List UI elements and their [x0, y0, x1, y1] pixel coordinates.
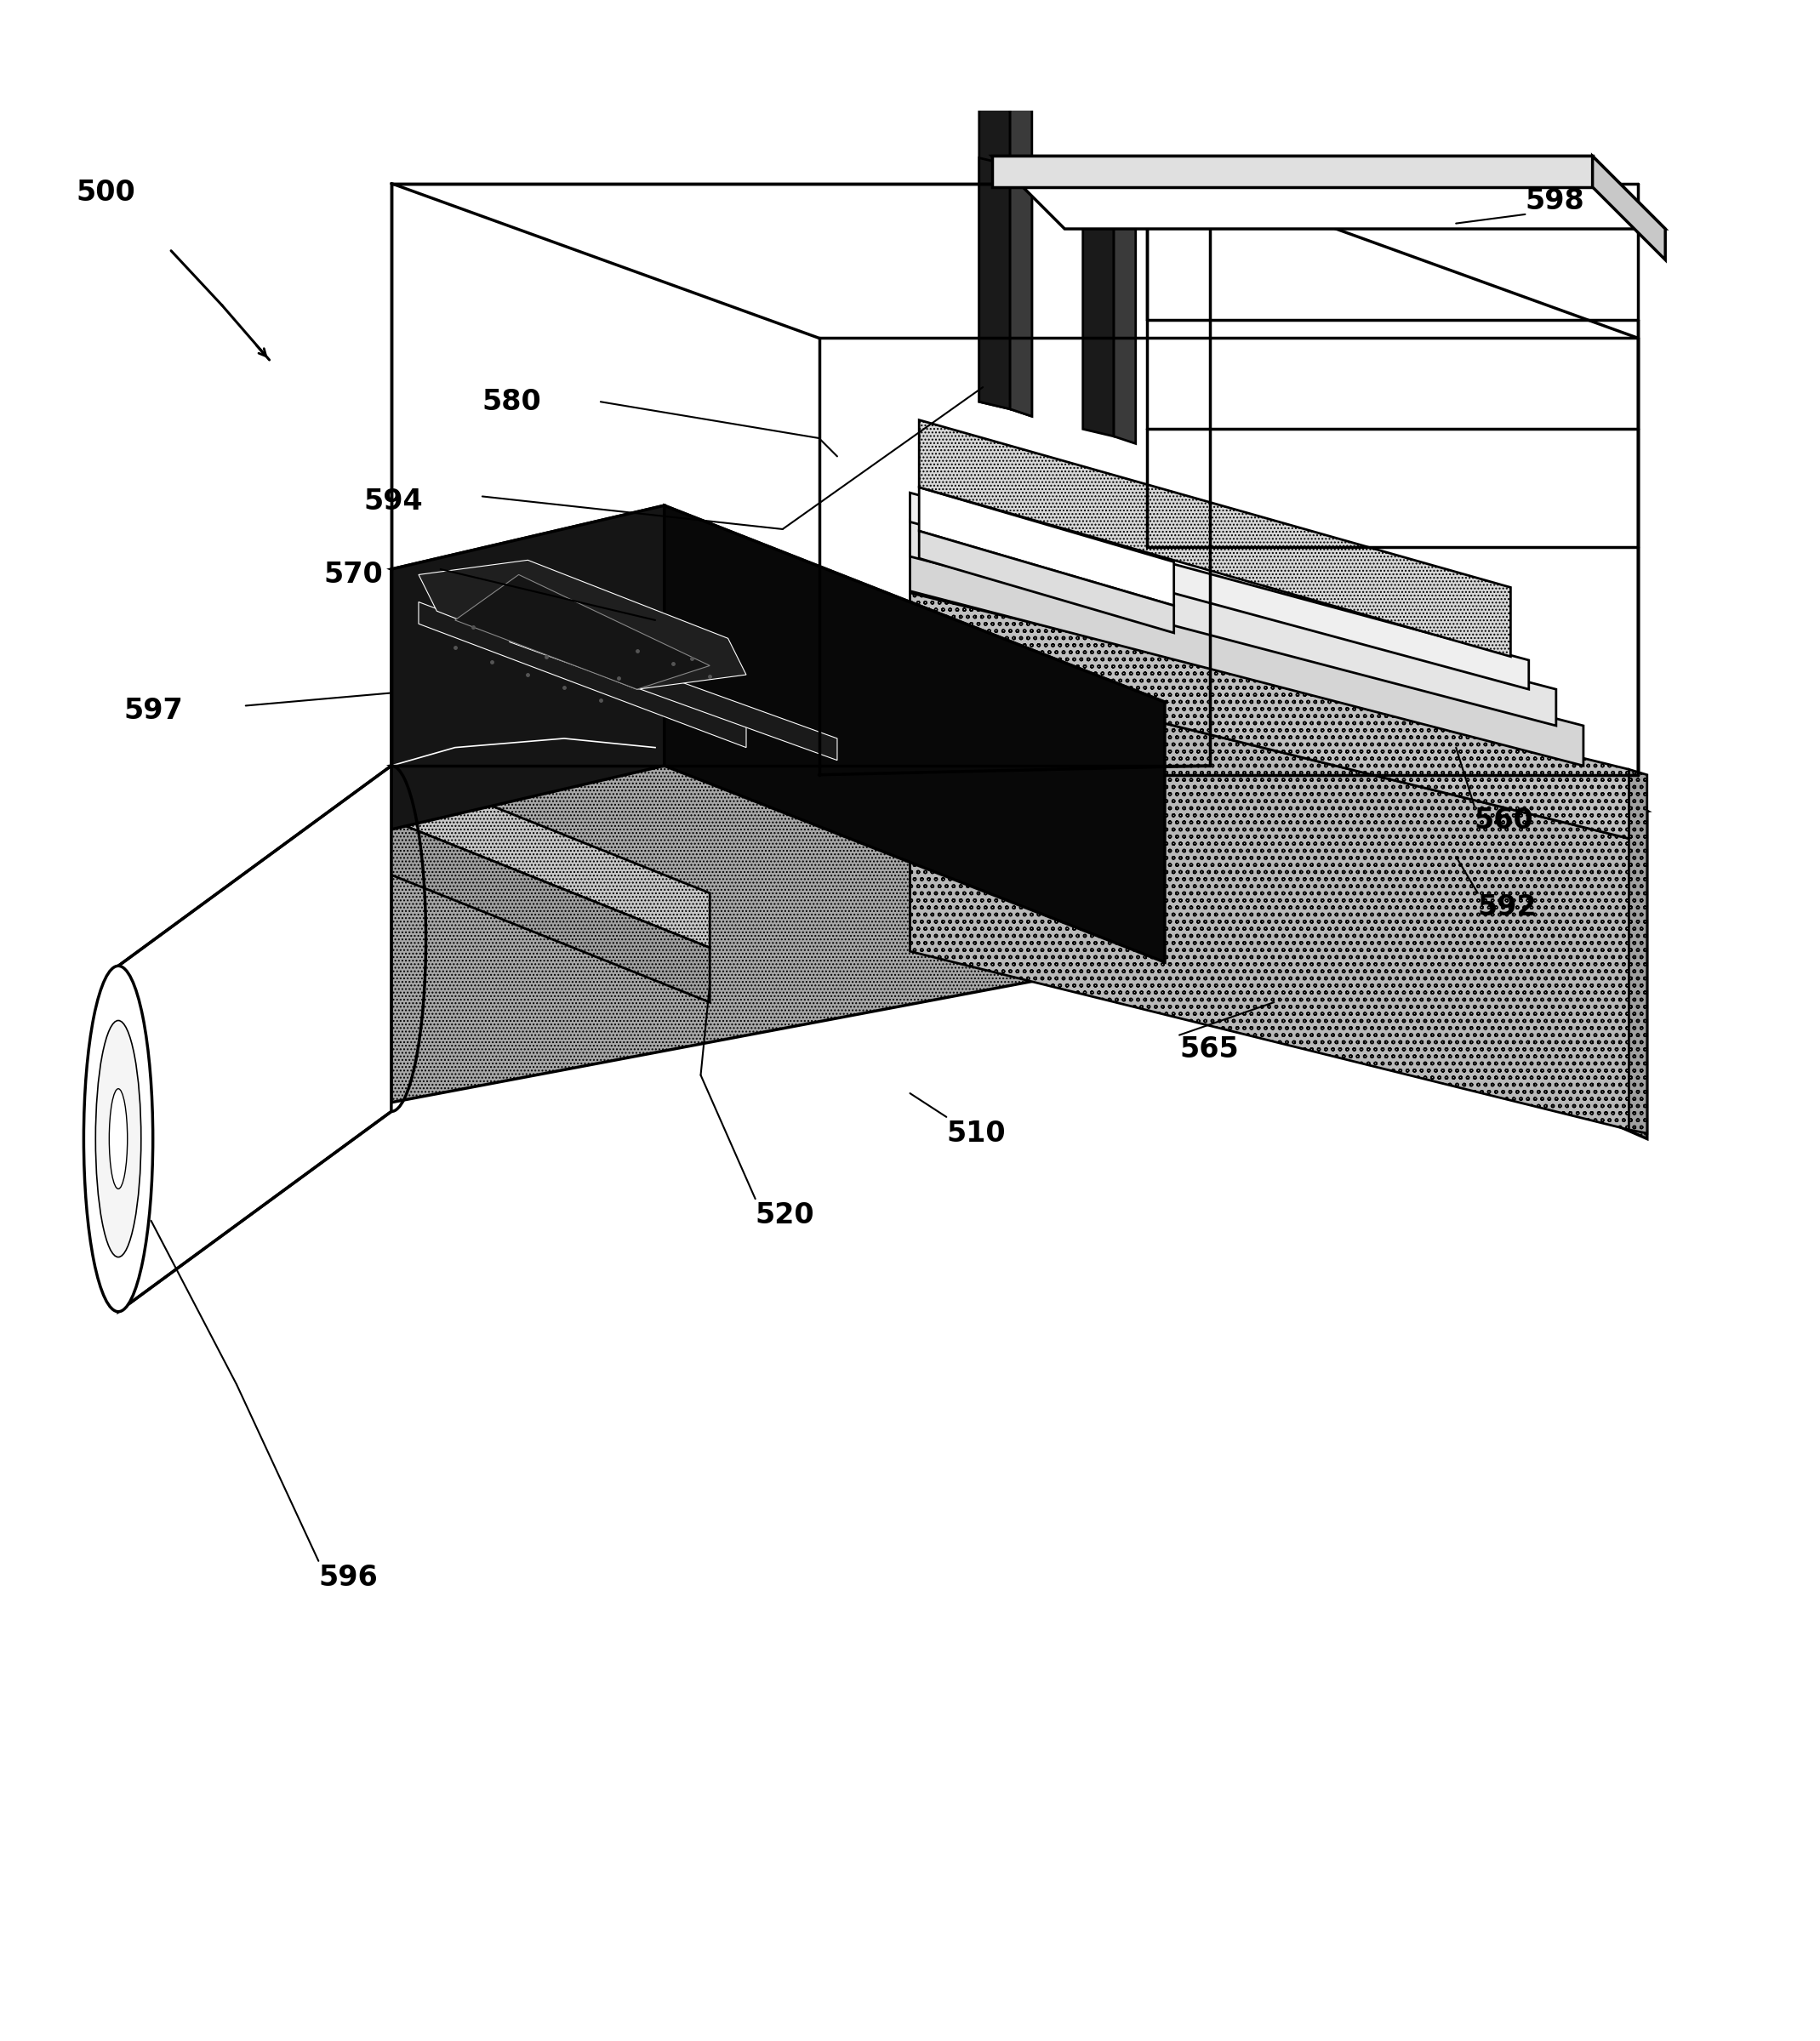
Text: 580: 580: [482, 388, 542, 416]
Polygon shape: [391, 620, 1647, 957]
Polygon shape: [919, 531, 1174, 633]
Polygon shape: [510, 620, 837, 759]
Polygon shape: [910, 592, 1629, 839]
Text: 592: 592: [1478, 894, 1538, 923]
Text: 594: 594: [364, 488, 424, 516]
Text: 570: 570: [324, 561, 384, 588]
Ellipse shape: [95, 1020, 142, 1257]
Polygon shape: [910, 492, 1529, 690]
Text: 598: 598: [1525, 188, 1585, 216]
Polygon shape: [1114, 190, 1136, 443]
Text: 597: 597: [124, 698, 184, 725]
Polygon shape: [419, 602, 746, 747]
Polygon shape: [910, 551, 1583, 765]
Polygon shape: [992, 155, 1592, 188]
Polygon shape: [979, 157, 1010, 408]
Polygon shape: [419, 559, 746, 690]
Polygon shape: [391, 620, 1210, 1102]
Ellipse shape: [84, 965, 153, 1312]
Polygon shape: [1083, 184, 1114, 437]
Text: 500: 500: [76, 178, 137, 206]
Polygon shape: [455, 576, 710, 690]
Polygon shape: [919, 488, 1174, 606]
Ellipse shape: [109, 1088, 127, 1188]
Polygon shape: [1210, 620, 1647, 1139]
Text: 596: 596: [318, 1563, 379, 1592]
Text: 520: 520: [755, 1202, 815, 1229]
Polygon shape: [910, 520, 1556, 727]
Polygon shape: [391, 506, 664, 829]
Polygon shape: [391, 820, 710, 1002]
Text: 560: 560: [1474, 806, 1534, 835]
Polygon shape: [664, 506, 1165, 961]
Polygon shape: [1010, 165, 1032, 416]
Polygon shape: [118, 765, 391, 1312]
Polygon shape: [391, 506, 1165, 765]
Text: 565: 565: [1179, 1035, 1239, 1063]
Polygon shape: [1010, 20, 1032, 416]
Text: 510: 510: [946, 1118, 1006, 1147]
Polygon shape: [1629, 769, 1647, 1133]
Polygon shape: [910, 659, 1629, 1129]
Polygon shape: [919, 420, 1511, 657]
Polygon shape: [1592, 155, 1665, 259]
Polygon shape: [992, 155, 1665, 229]
Polygon shape: [979, 12, 1010, 408]
Polygon shape: [391, 765, 710, 947]
